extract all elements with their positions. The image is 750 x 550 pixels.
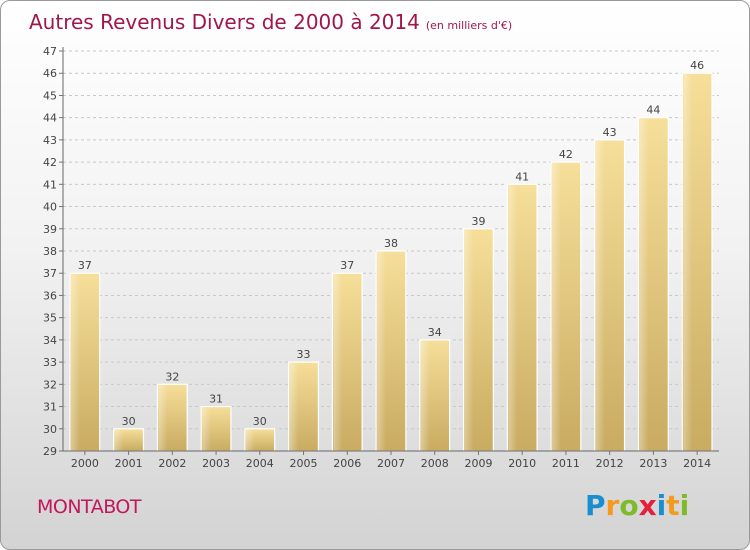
x-tick-label: 2004 [246,457,274,470]
y-tick-label: 36 [43,289,57,302]
x-tick-label: 2001 [115,457,143,470]
chart-subtitle: (en milliers d'€) [425,19,513,32]
data-label: 30 [253,415,267,428]
bar-highlight [377,252,387,451]
bar-highlight [202,407,212,451]
x-tick-label: 2003 [202,457,230,470]
bar-highlight [552,163,561,451]
data-label: 37 [340,259,354,272]
x-tick-label: 2013 [639,457,667,470]
y-tick-label: 41 [43,178,57,191]
y-tick-label: 47 [43,45,57,58]
place-name: MONTABOT [37,496,141,518]
bar-highlight [683,74,693,451]
y-tick-label: 32 [43,378,57,391]
y-tick-label: 37 [43,267,57,280]
bar-highlight [333,274,343,451]
data-label: 41 [515,170,529,183]
data-label: 38 [384,237,398,250]
proxiti-logo: Proxiti [585,489,689,522]
y-tick-label: 30 [43,423,57,436]
logo-letter: r [605,489,620,522]
data-label: 43 [603,126,617,139]
y-tick-label: 40 [43,201,57,214]
x-tick-label: 2011 [552,457,580,470]
logo-letter: i [656,489,667,522]
y-tick-label: 45 [43,89,57,102]
x-tick-label: 2012 [596,457,624,470]
chart-title: Autres Revenus Divers de 2000 à 2014 (en … [29,10,512,34]
bar-highlight [420,340,430,451]
logo-letter: i [679,489,690,522]
y-tick-label: 34 [43,334,57,347]
data-label: 44 [646,104,660,117]
bar-highlight [508,185,518,452]
x-tick-label: 2009 [464,457,492,470]
y-tick-label: 42 [43,156,57,169]
y-tick-label: 44 [43,112,57,125]
x-tick-label: 2002 [158,457,186,470]
logo-letter: x [638,489,657,522]
bar-highlight [639,118,649,452]
bar-highlight [595,140,605,451]
x-tick-label: 2008 [421,457,449,470]
data-label: 46 [690,59,704,72]
data-label: 42 [559,148,573,161]
data-label: 31 [209,393,223,406]
x-tick-label: 2007 [377,457,405,470]
x-tick-label: 2005 [290,457,318,470]
logo-letter: o [619,489,639,522]
data-label: 37 [78,259,92,272]
y-tick-label: 39 [43,223,57,236]
bar-highlight [245,429,255,451]
y-tick-label: 38 [43,245,57,258]
bar-highlight [158,385,168,451]
data-label: 30 [122,415,136,428]
logo-letter: P [585,489,606,522]
y-tick-label: 43 [43,134,57,147]
data-label: 33 [297,348,311,361]
bar-highlight [289,363,299,451]
y-tick-label: 29 [43,445,57,458]
y-tick-label: 46 [43,67,57,80]
bar-highlight [464,229,474,451]
bar-highlight [114,429,124,451]
x-tick-label: 2014 [683,457,711,470]
bar-highlight [70,274,80,451]
y-tick-label: 31 [43,401,57,414]
data-label: 32 [165,370,179,383]
y-tick-label: 35 [43,312,57,325]
x-tick-label: 2000 [71,457,99,470]
data-label: 39 [471,215,485,228]
title-text: Autres Revenus Divers de 2000 à 2014 [29,10,420,34]
y-tick-label: 33 [43,356,57,369]
logo-letter: t [666,489,680,522]
data-label: 34 [428,326,442,339]
x-tick-label: 2006 [333,457,361,470]
x-tick-label: 2010 [508,457,536,470]
